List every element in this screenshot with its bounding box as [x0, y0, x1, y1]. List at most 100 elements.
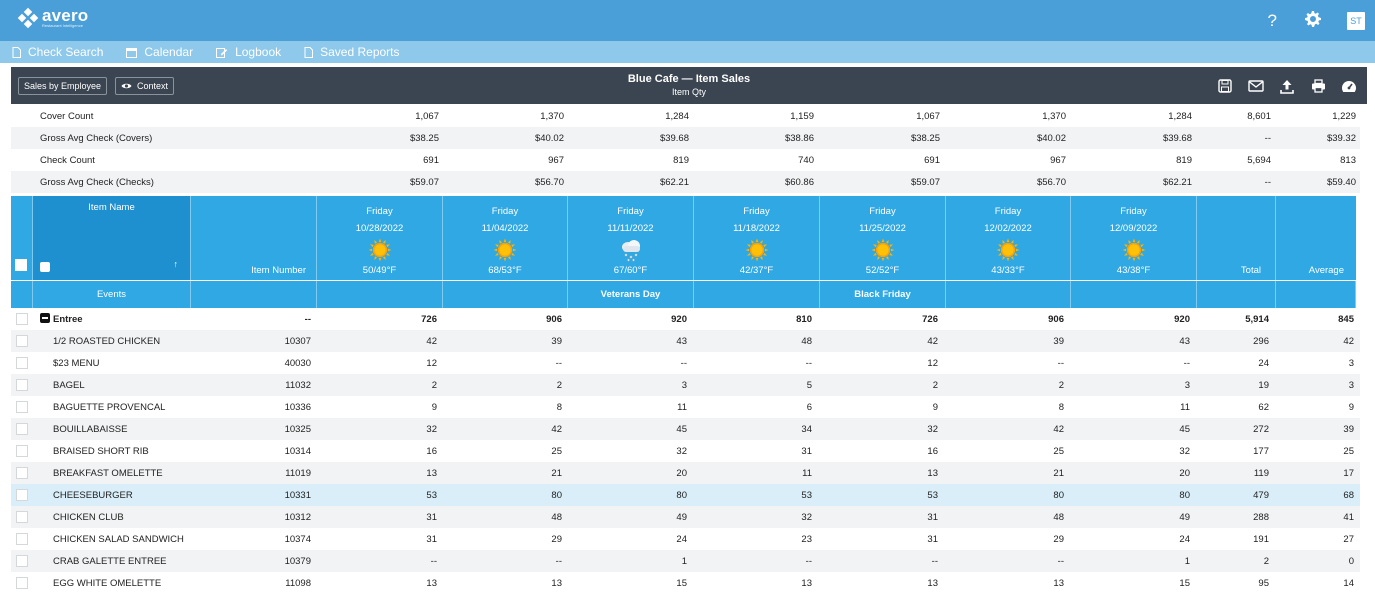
qty-cell: 11 — [677, 401, 687, 413]
qty-cell: -- — [818, 550, 944, 572]
date-label: 11/18/2022 — [733, 223, 780, 234]
export-icon[interactable] — [1277, 76, 1297, 96]
row-checkbox[interactable] — [16, 313, 28, 325]
qty-cell: 12 — [927, 357, 938, 369]
avero-logo[interactable]: avero Restaurant Intelligence — [17, 7, 88, 29]
select-all-checkbox[interactable] — [15, 259, 27, 271]
row-checkbox[interactable] — [16, 379, 28, 391]
date-column-header[interactable]: Friday 11/18/2022 42/37°F — [694, 196, 820, 280]
summary-value: 1,370 — [1042, 110, 1066, 122]
row-checkbox[interactable] — [16, 467, 28, 479]
sun-icon — [493, 238, 517, 262]
row-checkbox[interactable] — [16, 445, 28, 457]
item-name-cell: BREAKFAST OMELETTE — [33, 462, 191, 484]
summary-value: $60.86 — [693, 171, 818, 193]
collapse-all-icon[interactable] — [40, 262, 50, 272]
table-row[interactable]: 1/2 ROASTED CHICKEN 10307 42 39 43 48 42 39 43 29… — [11, 330, 1360, 352]
group-row[interactable]: Entree -- 726 906 920 810 726 906 920 5,914 845 — [11, 308, 1360, 330]
day-label: Friday — [617, 206, 644, 217]
average-header[interactable]: Average — [1276, 196, 1356, 280]
sort-ascending-icon[interactable]: ↑ — [173, 259, 179, 269]
table-row[interactable]: BAGEL 11032 2 2 3 5 2 2 3 19 3 — [11, 374, 1360, 396]
item-name-cell: BRAISED SHORT RIB — [53, 445, 149, 457]
print-icon[interactable] — [1308, 76, 1328, 96]
date-column-header[interactable]: Friday 12/02/2022 43/33°F — [946, 196, 1071, 280]
grid-header: Item Name ↑ Item Number Friday 10/28/202… — [11, 196, 1356, 280]
email-icon[interactable] — [1246, 76, 1266, 96]
date-column-header[interactable]: Friday 11/11/2022 67/60°F — [568, 196, 694, 280]
logo-tagline: Restaurant Intelligence — [42, 23, 83, 28]
summary-average: $59.40 — [1275, 171, 1360, 193]
qty-cell: 13 — [1053, 577, 1064, 589]
row-checkbox[interactable] — [16, 533, 28, 545]
qty-cell: 8 — [556, 401, 562, 413]
help-icon[interactable]: ? — [1267, 10, 1277, 30]
nav-logbook[interactable]: Logbook — [216, 45, 281, 59]
nav-calendar[interactable]: Calendar — [126, 45, 193, 59]
temperature-label: 42/37°F — [739, 265, 774, 276]
summary-value: $39.68 — [568, 127, 693, 149]
row-checkbox[interactable] — [16, 555, 28, 567]
row-select-cell — [11, 308, 33, 330]
date-label: 11/11/2022 — [607, 223, 654, 234]
average-cell: 27 — [1343, 533, 1354, 545]
total-cell: 479 — [1196, 484, 1275, 506]
summary-label: Gross Avg Check (Checks) — [11, 171, 317, 193]
date-column-header[interactable]: Friday 10/28/2022 50/49°F — [317, 196, 443, 280]
gear-icon[interactable] — [1305, 11, 1321, 30]
item-name-header[interactable]: Item Name ↑ — [33, 196, 191, 280]
nav-label: Saved Reports — [320, 45, 400, 59]
summary-value: 819 — [1176, 154, 1192, 166]
qty-cell: 32 — [317, 418, 443, 440]
qty-cell: 42 — [818, 330, 944, 352]
dashboard-icon[interactable] — [1339, 76, 1359, 96]
save-icon[interactable] — [1215, 76, 1235, 96]
table-row[interactable]: CRAB GALETTE ENTREE 10379 -- -- 1 -- -- -- 1 2 0 — [11, 550, 1360, 572]
qty-cell: 20 — [568, 462, 693, 484]
summary-value: 1,067 — [415, 110, 439, 122]
nav-saved-reports[interactable]: Saved Reports — [304, 45, 400, 59]
qty-cell: 24 — [1179, 533, 1190, 545]
table-row[interactable]: BOUILLABAISSE 10325 32 42 45 34 32 42 45 272 39 — [11, 418, 1360, 440]
table-row[interactable]: BRAISED SHORT RIB 10314 16 25 32 31 16 25 32 177 2… — [11, 440, 1360, 462]
table-row[interactable]: BREAKFAST OMELETTE 11019 13 21 20 11 13 21 20 119… — [11, 462, 1360, 484]
sales-by-employee-button[interactable]: Sales by Employee — [18, 77, 108, 95]
row-checkbox[interactable] — [16, 489, 28, 501]
row-select-cell — [11, 418, 33, 440]
qty-cell: -- — [944, 550, 1070, 572]
date-column-header[interactable]: Friday 11/04/2022 68/53°F — [443, 196, 568, 280]
avatar[interactable]: ST — [1347, 11, 1365, 30]
sun-icon — [368, 238, 391, 262]
table-row[interactable]: CHICKEN CLUB 10312 31 48 49 32 31 48 49 288 41 — [11, 506, 1360, 528]
nav-check-search[interactable]: Check Search — [12, 45, 103, 59]
summary-average: $39.32 — [1275, 127, 1360, 149]
table-row[interactable]: CHEESEBURGER 10331 53 80 80 53 53 80 80 479 68 — [11, 484, 1360, 506]
total-header[interactable]: Total — [1197, 196, 1276, 280]
row-checkbox[interactable] — [16, 511, 28, 523]
table-row[interactable]: $23 MENU 40030 12 -- -- -- 12 -- -- 24 3 — [11, 352, 1360, 374]
summary-value: 967 — [548, 154, 564, 166]
qty-cell: 920 — [671, 313, 687, 325]
qty-cell: 43 — [1070, 330, 1196, 352]
day-label: Friday — [994, 206, 1022, 217]
table-row[interactable]: BAGUETTE PROVENCAL 10336 9 8 11 6 9 8 11 62 9 — [11, 396, 1360, 418]
row-checkbox[interactable] — [16, 357, 28, 369]
item-name-cell: CHICKEN SALAD SANDWICH — [53, 533, 184, 545]
events-spacer — [191, 281, 317, 308]
date-column-header[interactable]: Friday 12/09/2022 43/38°F — [1071, 196, 1197, 280]
row-checkbox[interactable] — [16, 577, 28, 589]
temperature-label: 50/49°F — [362, 265, 397, 276]
item-number-header[interactable]: Item Number — [191, 196, 317, 280]
row-checkbox[interactable] — [16, 401, 28, 413]
average-cell: 68 — [1275, 484, 1360, 506]
table-row[interactable]: CHICKEN SALAD SANDWICH 10374 31 29 24 23 31 29 2… — [11, 528, 1360, 550]
qty-cell: 726 — [421, 313, 437, 325]
table-row[interactable]: EGG WHITE OMELETTE 11098 13 13 15 13 13 13 15 95 1… — [11, 572, 1360, 594]
date-column-header[interactable]: Friday 11/25/2022 52/52°F — [820, 196, 946, 280]
qty-cell: 48 — [944, 506, 1070, 528]
sun-icon — [871, 238, 894, 262]
context-button[interactable]: Context — [115, 77, 175, 95]
row-checkbox[interactable] — [16, 335, 28, 347]
collapse-icon[interactable] — [40, 313, 50, 323]
row-checkbox[interactable] — [16, 423, 28, 435]
